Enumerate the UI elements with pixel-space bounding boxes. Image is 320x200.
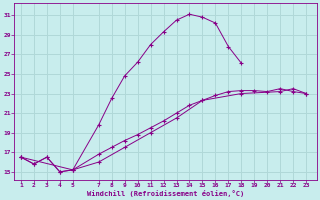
X-axis label: Windchill (Refroidissement éolien,°C): Windchill (Refroidissement éolien,°C) <box>87 190 244 197</box>
